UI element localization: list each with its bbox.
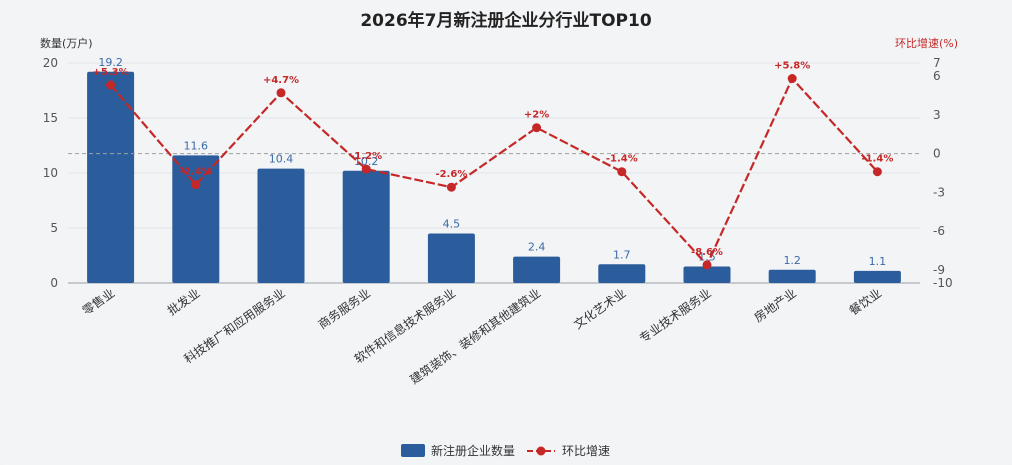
- bar: [257, 168, 305, 283]
- chart-title: 2026年7月新注册企业分行业TOP10: [360, 10, 651, 31]
- y-right-tick-label: 7: [933, 56, 941, 70]
- x-category-label: 餐饮业: [846, 285, 884, 318]
- x-category-label: 商务服务业: [315, 285, 373, 332]
- line-data-label: +5.3%: [93, 67, 129, 78]
- y-left-tick-label: 10: [43, 166, 58, 180]
- y-right-tick-label: -10: [933, 276, 953, 290]
- line-point: [532, 123, 542, 133]
- bar-data-label: 11.6: [184, 139, 209, 152]
- bar: [683, 266, 731, 283]
- y-right-ticks: -10-9 -6 -3 0 3 67: [933, 56, 953, 290]
- bar-data-label: 4.5: [443, 218, 461, 231]
- bar-data-label: 2.4: [528, 241, 546, 254]
- x-category-label: 文化艺术业: [571, 285, 629, 332]
- y-right-tick-label: -9: [933, 263, 945, 277]
- bar: [172, 155, 220, 283]
- bar-data-label: 19.2: [98, 56, 123, 69]
- line-data-label: -8.6%: [691, 247, 723, 258]
- y-left-tick-label: 5: [50, 221, 58, 235]
- line-point: [702, 260, 712, 270]
- line-data-label: -1.4%: [861, 154, 893, 165]
- y-right-tick-label: 6: [933, 69, 941, 83]
- x-category-label: 零售业: [79, 285, 117, 318]
- line-point: [361, 164, 371, 174]
- line-data-label: -2.4%: [180, 167, 212, 178]
- y-right-tick-label: 0: [933, 147, 941, 161]
- line-point: [191, 180, 201, 190]
- x-category-label: 建筑装饰、装修和其他建筑业: [407, 285, 543, 387]
- line-data-label: +5.8%: [774, 61, 810, 72]
- legend-bar-swatch: [401, 444, 425, 457]
- legend-bar-label: 新注册企业数量: [431, 443, 515, 458]
- bar-data-label: 10.4: [269, 153, 294, 166]
- line-data-label: -2.6%: [435, 169, 467, 180]
- line-data-label: -1.2%: [350, 151, 382, 162]
- y-right-axis-title: 环比增速(%): [895, 36, 958, 50]
- line-data-label: +4.7%: [263, 75, 299, 86]
- y-right-tick-label: -3: [933, 185, 945, 199]
- y-left-tick-label: 15: [43, 111, 58, 125]
- bar-data-label: 1.1: [869, 255, 887, 268]
- line-data-label: -1.4%: [606, 154, 638, 165]
- y-right-tick-label: -6: [933, 224, 945, 238]
- bar: [598, 264, 646, 283]
- y-left-ticks: 0 5 10 15 20: [43, 56, 58, 290]
- legend-line-label: 环比增速: [562, 444, 610, 458]
- y-right-tick-label: 3: [933, 108, 941, 122]
- bar: [768, 269, 816, 283]
- line-point: [787, 74, 797, 84]
- bar-data-label: 1.7: [613, 248, 631, 261]
- x-category-label: 专业技术服务业: [636, 285, 713, 345]
- y-left-tick-label: 20: [43, 56, 58, 70]
- bar: [342, 170, 390, 283]
- bar: [87, 71, 135, 283]
- legend-line-marker: [536, 446, 546, 456]
- line-point: [872, 167, 882, 177]
- x-category-label: 批发业: [164, 285, 202, 318]
- bar-series: 19.211.610.4 10.24.52.41.7 1.5 1.2 1.1: [87, 56, 901, 283]
- bar: [427, 233, 475, 283]
- legend: 新注册企业数量 环比增速: [401, 443, 610, 458]
- line-point: [446, 182, 456, 192]
- y-left-axis-title: 数量(万户): [40, 36, 93, 50]
- bar-data-label: 1.2: [783, 254, 801, 267]
- line-point: [617, 167, 627, 177]
- x-category-label: 房地产业: [751, 285, 799, 325]
- line-point: [106, 80, 116, 90]
- line-point: [276, 88, 286, 98]
- line-series: +5.3% -2.4% +4.7% -1.2% -2.6% +2% -1.4% -8.6% +5…: [93, 61, 893, 270]
- y-left-tick-label: 0: [50, 276, 58, 290]
- line-data-label: +2%: [524, 110, 549, 121]
- line-path: [109, 76, 879, 267]
- bar: [853, 270, 901, 283]
- bar: [513, 256, 561, 283]
